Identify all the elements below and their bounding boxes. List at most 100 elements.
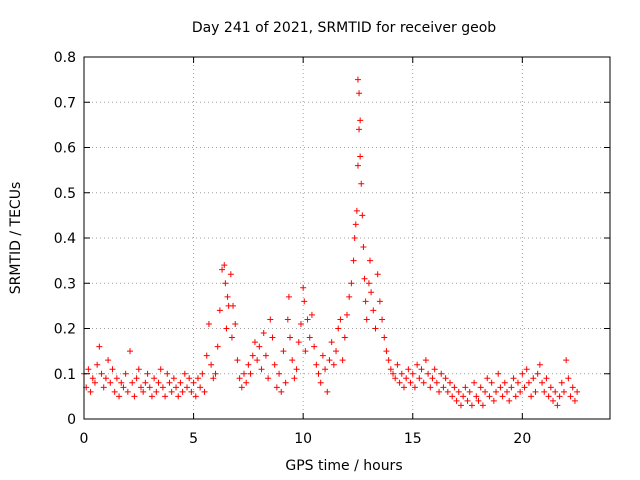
data-point (190, 379, 197, 386)
data-point (354, 162, 361, 169)
data-point (536, 361, 543, 368)
chart-title: Day 241 of 2021, SRMTID for receiver geo… (192, 20, 496, 36)
data-point (547, 384, 554, 391)
data-point (444, 388, 451, 395)
data-point (300, 284, 307, 291)
y-tick-label: 0 (67, 412, 76, 428)
data-point (499, 393, 506, 400)
data-point (287, 334, 294, 341)
data-point (425, 370, 432, 377)
data-point (122, 370, 129, 377)
data-point (532, 388, 539, 395)
data-point (111, 388, 118, 395)
data-point (368, 289, 375, 296)
data-point (383, 348, 390, 355)
data-point (94, 361, 101, 368)
data-point (525, 379, 532, 386)
data-point (105, 357, 112, 364)
data-point (394, 361, 401, 368)
data-point (208, 361, 215, 368)
y-tick-label: 0.2 (54, 322, 76, 338)
data-point (199, 370, 206, 377)
data-point (451, 384, 458, 391)
x-tick-label: 10 (294, 431, 312, 447)
data-point (107, 379, 114, 386)
data-point (120, 384, 127, 391)
data-point (400, 384, 407, 391)
data-point (370, 307, 377, 314)
data-point (409, 370, 416, 377)
data-point (151, 375, 158, 382)
gridlines (84, 57, 610, 419)
data-point (488, 379, 495, 386)
data-point (140, 388, 147, 395)
data-point (297, 320, 304, 327)
data-point (477, 384, 484, 391)
data-point (429, 375, 436, 382)
data-point (324, 388, 331, 395)
data-point (113, 375, 120, 382)
data-point (234, 357, 241, 364)
y-tick-label: 0.1 (54, 367, 76, 383)
data-point (387, 366, 394, 373)
data-point (184, 384, 191, 391)
y-tick-label: 0.5 (54, 186, 76, 202)
data-point (216, 307, 223, 314)
data-point (269, 334, 276, 341)
data-point (224, 293, 231, 300)
data-point (221, 262, 228, 269)
data-point (328, 339, 335, 346)
data-point (431, 366, 438, 373)
y-tick-label: 0.4 (54, 231, 76, 247)
data-point (164, 370, 171, 377)
data-point (85, 366, 92, 373)
data-point (563, 357, 570, 364)
data-point (521, 384, 528, 391)
data-point (381, 334, 388, 341)
data-point (358, 180, 365, 187)
data-point (552, 388, 559, 395)
data-point (201, 388, 208, 395)
data-point (438, 370, 445, 377)
data-point (468, 402, 475, 409)
data-point (341, 334, 348, 341)
data-point (479, 402, 486, 409)
data-point (284, 316, 291, 323)
data-point (510, 375, 517, 382)
data-point (473, 393, 480, 400)
data-point (569, 384, 576, 391)
data-point (574, 388, 581, 395)
data-point (116, 393, 123, 400)
data-point (144, 370, 151, 377)
data-point (541, 388, 548, 395)
data-point (493, 388, 500, 395)
data-point (556, 393, 563, 400)
data-point (230, 302, 237, 309)
data-point (363, 316, 370, 323)
data-point (361, 275, 368, 282)
data-point (558, 379, 565, 386)
data-point (356, 126, 363, 133)
data-point (348, 280, 355, 287)
data-point (159, 384, 166, 391)
data-point (308, 311, 315, 318)
data-point (265, 375, 272, 382)
data-point (168, 388, 175, 395)
data-point (530, 375, 537, 382)
data-point (249, 352, 256, 359)
data-point (333, 348, 340, 355)
data-point (436, 388, 443, 395)
x-axis-label: GPS time / hours (285, 458, 402, 474)
data-point (357, 153, 364, 160)
data-point (462, 384, 469, 391)
data-point (236, 375, 243, 382)
y-tick-label: 0.3 (54, 276, 76, 292)
data-point (330, 361, 337, 368)
data-point (203, 352, 210, 359)
data-point (197, 384, 204, 391)
data-point (214, 343, 221, 350)
data-point (440, 384, 447, 391)
data-point (194, 375, 201, 382)
data-point (379, 316, 386, 323)
data-point (351, 235, 358, 241)
